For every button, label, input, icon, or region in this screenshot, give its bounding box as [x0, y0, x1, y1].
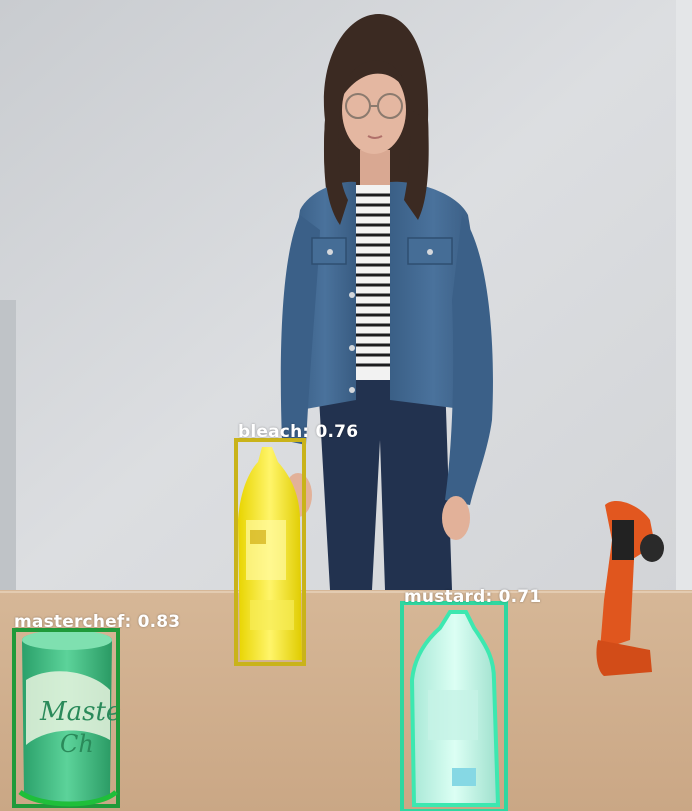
power-drill	[596, 500, 664, 676]
mustard-bbox	[400, 601, 508, 811]
mustard-detection-label: mustard: 0.71	[404, 587, 542, 607]
masterchef-can: Maste Ch	[22, 630, 121, 804]
table	[0, 590, 692, 811]
bleach-bottle	[238, 447, 302, 660]
svg-text:Ch: Ch	[60, 730, 94, 758]
svg-text:Maste: Maste	[39, 697, 121, 727]
bleach-detection-label: bleach: 0.76	[238, 422, 359, 442]
door-frame	[0, 300, 16, 600]
bleach-bbox	[234, 438, 306, 666]
wall-corner	[676, 0, 692, 600]
person	[280, 14, 493, 590]
mustard-bottle	[409, 610, 501, 807]
masterchef-detection-label: masterchef: 0.83	[14, 612, 181, 632]
